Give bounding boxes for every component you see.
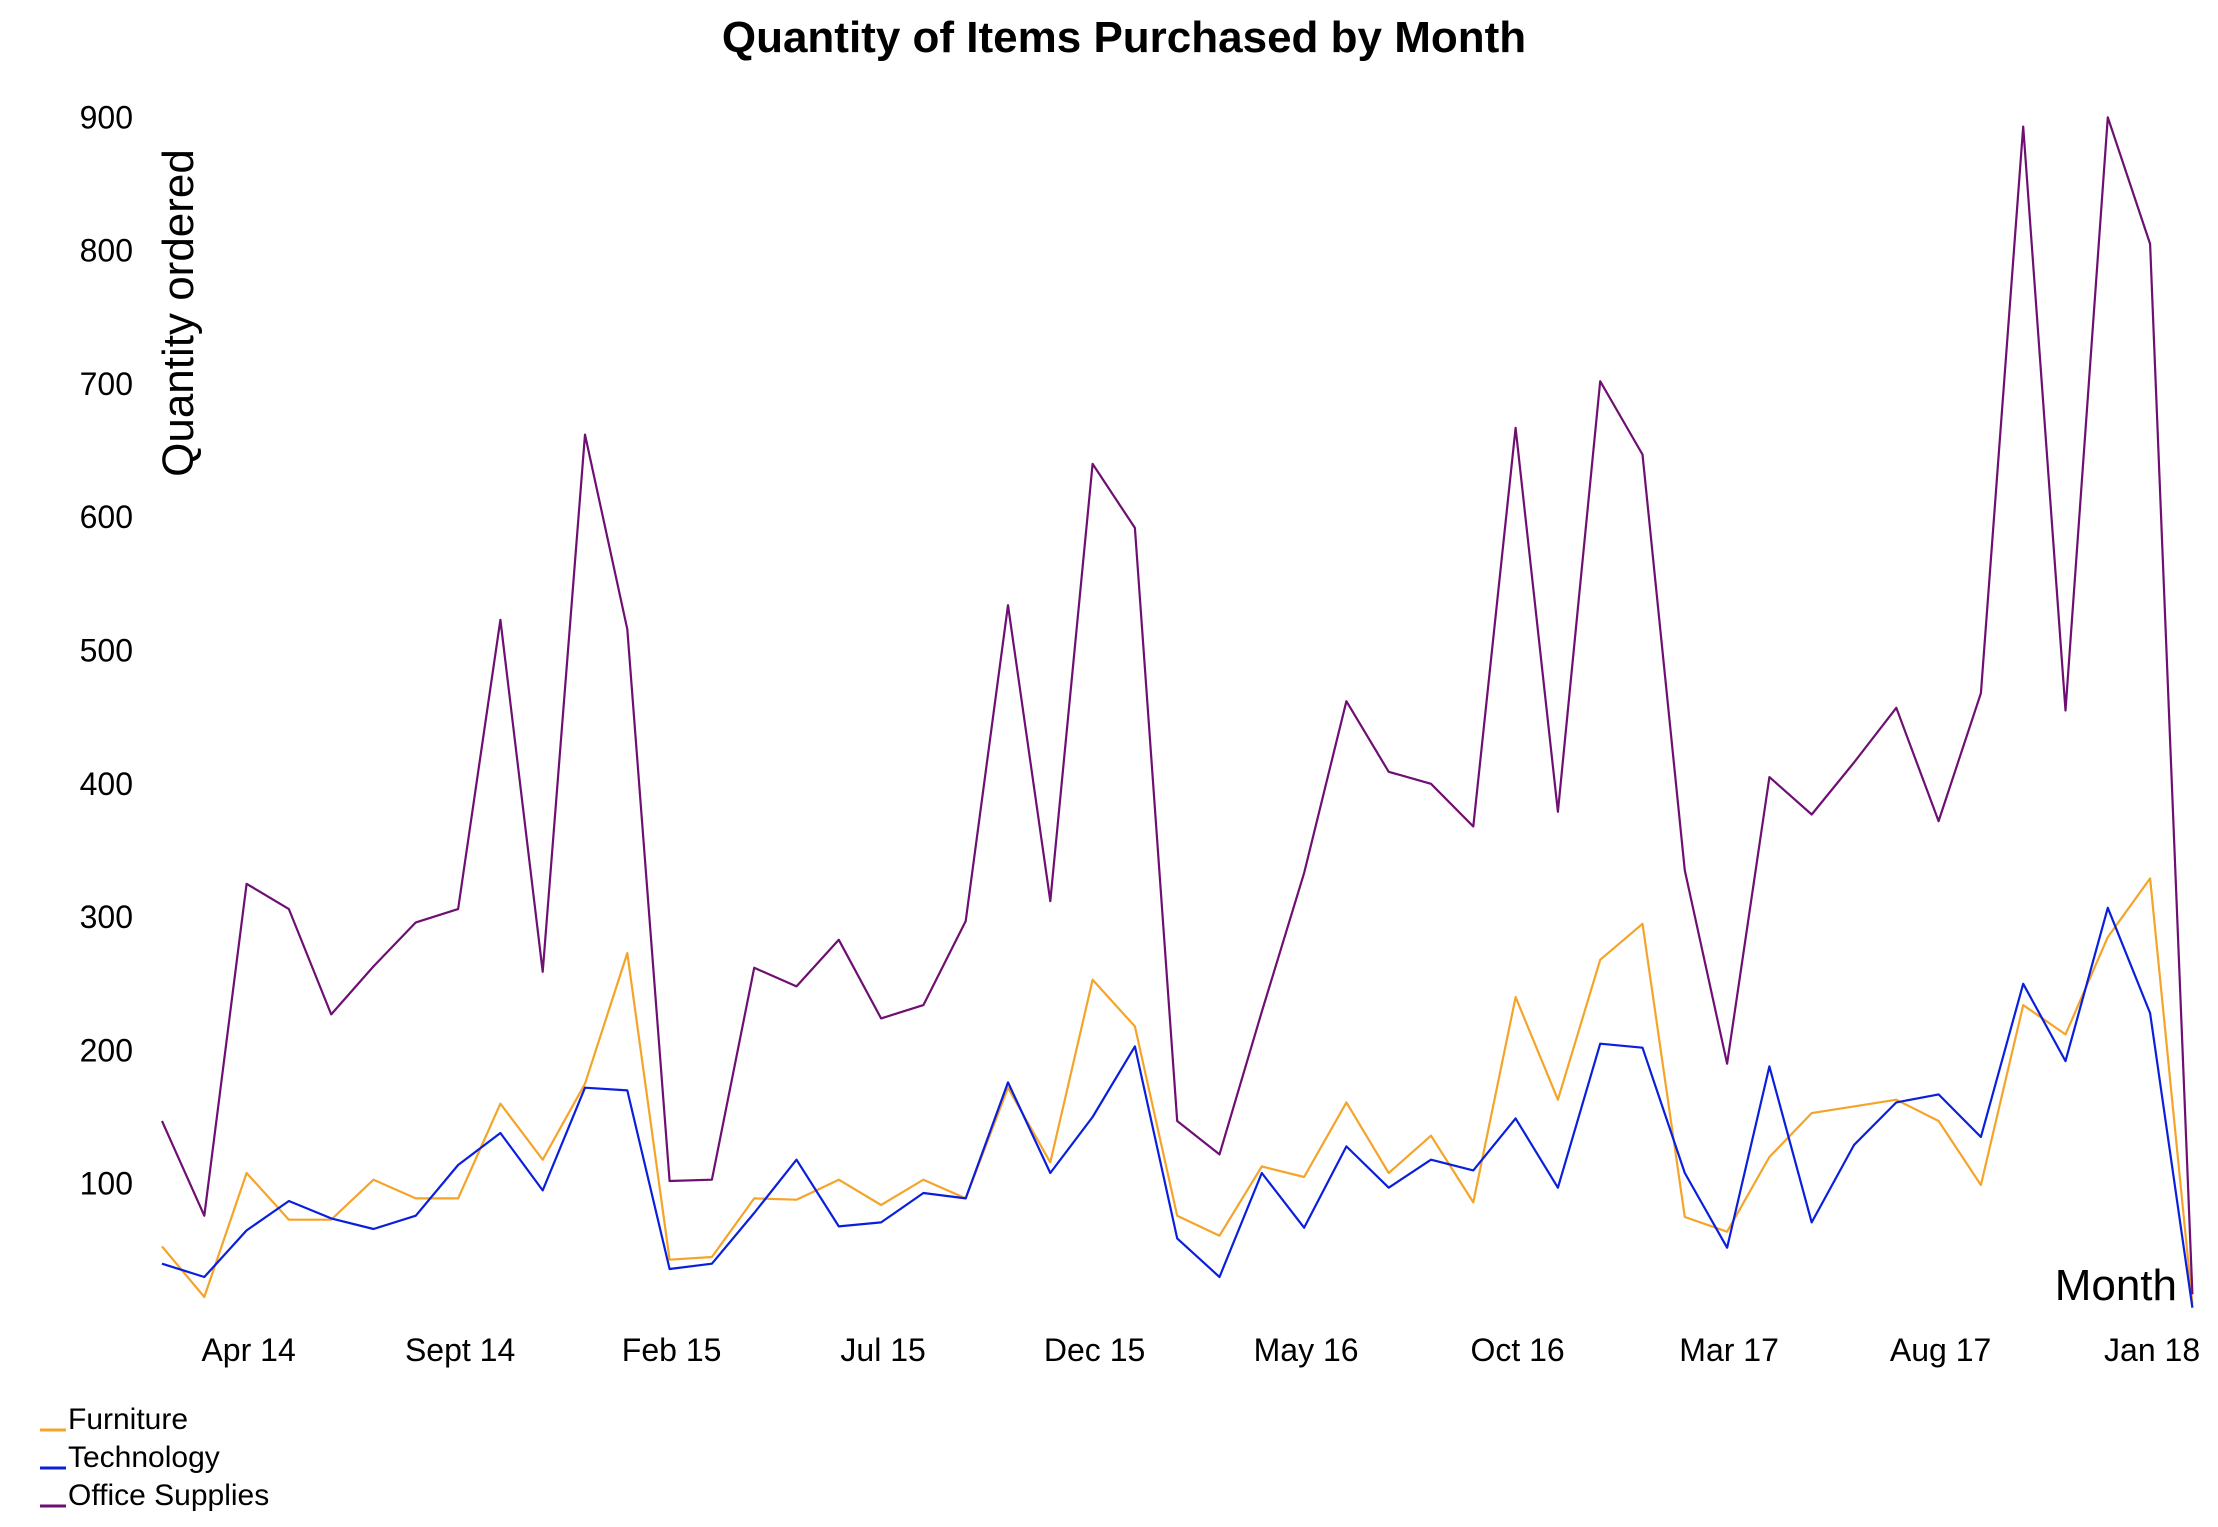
x-axis-ticks: Apr 14 Sept 14 Feb 15 Jul 15 Dec 15 May 16 Oct…	[201, 1332, 2200, 1368]
x-tick-label: Apr 14	[201, 1332, 295, 1368]
legend-label: Furniture	[68, 1403, 188, 1436]
x-axis-label: Month	[2055, 1261, 2177, 1310]
series-lines	[160, 116, 2194, 1308]
y-tick-label: 600	[80, 499, 133, 535]
y-axis-ticks: 100 200 300 400 500 600 700 800 900	[80, 99, 133, 1201]
legend-label: Office Supplies	[68, 1479, 269, 1512]
y-tick-label: 300	[80, 899, 133, 935]
x-tick-label: Jul 15	[840, 1332, 925, 1368]
y-tick-label: 200	[80, 1032, 133, 1068]
chart-title: Quantity of Items Purchased by Month	[722, 13, 1526, 62]
series-line-technology	[161, 906, 2194, 1308]
y-tick-label: 900	[80, 99, 133, 135]
x-tick-label: Dec 15	[1044, 1332, 1145, 1368]
x-tick-label: Feb 15	[622, 1332, 722, 1368]
x-tick-label: Jan 18	[2104, 1332, 2200, 1368]
series-line-furniture	[161, 877, 2194, 1304]
y-tick-label: 100	[80, 1166, 133, 1202]
x-tick-label: May 16	[1254, 1332, 1359, 1368]
legend: Furniture Technology Office Supplies	[40, 1403, 269, 1512]
x-tick-label: Sept 14	[405, 1332, 515, 1368]
series-line-office-supplies	[160, 116, 2194, 1295]
y-tick-label: 400	[80, 766, 133, 802]
legend-label: Technology	[68, 1441, 220, 1474]
x-tick-label: Aug 17	[1890, 1332, 1991, 1368]
y-tick-label: 700	[80, 366, 133, 402]
y-axis-label: Quantity ordered	[154, 149, 203, 477]
y-tick-label: 800	[80, 233, 133, 269]
y-tick-label: 500	[80, 633, 133, 669]
x-tick-label: Mar 17	[1679, 1332, 1779, 1368]
x-tick-label: Oct 16	[1470, 1332, 1564, 1368]
